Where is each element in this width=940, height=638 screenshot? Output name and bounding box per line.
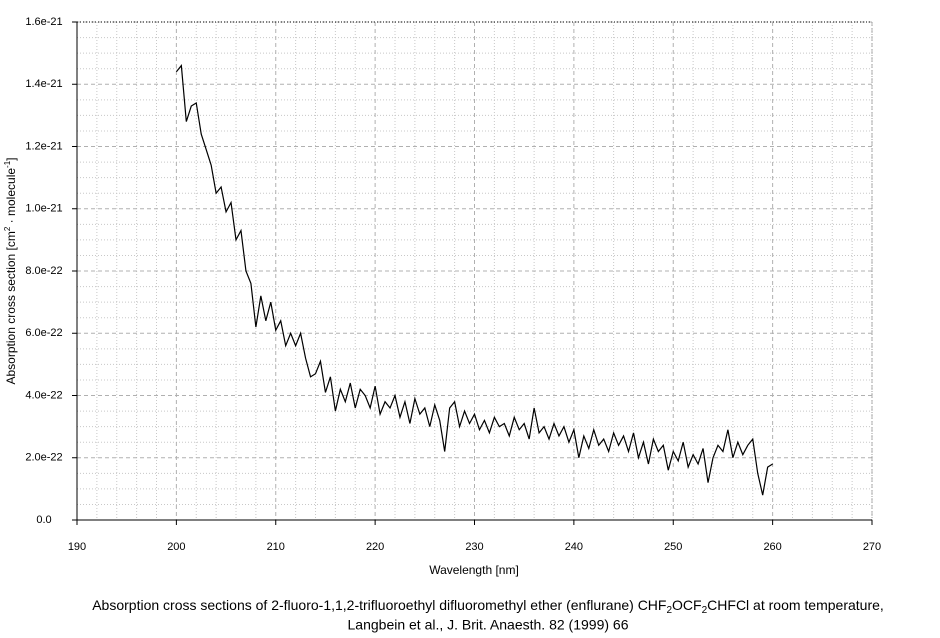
caption: Langbein et al., J. Brit. Anaesth. 82 (1… (348, 617, 629, 633)
x-tick-label: 260 (763, 541, 781, 553)
y-tick-label: 1.0e-21 (25, 203, 62, 215)
y-tick-label: 6.0e-22 (25, 327, 62, 339)
y-axis-label-part: Absorption cross section [cm (4, 231, 18, 384)
y-axis-label-part: · molecule (4, 168, 18, 227)
y-tick-label: 2.0e-22 (25, 452, 62, 464)
y-axis-label-sup: -1 (3, 160, 12, 168)
x-tick-label: 270 (863, 541, 881, 553)
caption-sub: 2 (666, 605, 672, 616)
data-line (175, 64, 773, 496)
x-axis-label: Wavelength [nm] (429, 563, 519, 577)
x-tick-label: 240 (565, 541, 583, 553)
x-tick-label: 210 (267, 541, 285, 553)
caption-part: OCF (672, 597, 702, 613)
caption-sub: 2 (702, 605, 708, 616)
y-tick-label: 4.0e-22 (25, 389, 62, 401)
y-axis-label-part: ] (4, 157, 18, 160)
caption: Absorption cross sections of 2-fluoro-1,… (92, 597, 884, 616)
x-tick-label: 250 (664, 541, 682, 553)
caption-part: Absorption cross sections of 2-fluoro-1,… (92, 597, 666, 613)
y-tick-label: 1.6e-21 (25, 16, 62, 28)
x-tick-label: 200 (167, 541, 185, 553)
caption-part: CHFCl at room temperature, (707, 597, 884, 613)
x-tick-label: 230 (465, 541, 483, 553)
y-axis-label: Absorption cross section [cm2 · molecule… (3, 157, 18, 384)
y-tick-label: 1.2e-21 (25, 140, 62, 152)
y-axis-label-sup: 2 (3, 226, 12, 231)
x-tick-label: 220 (366, 541, 384, 553)
x-tick-label: 190 (68, 541, 86, 553)
y-tick-label: 8.0e-22 (25, 265, 62, 277)
y-tick-label: 0.0 (36, 514, 51, 526)
y-tick-label: 1.4e-21 (25, 78, 62, 90)
